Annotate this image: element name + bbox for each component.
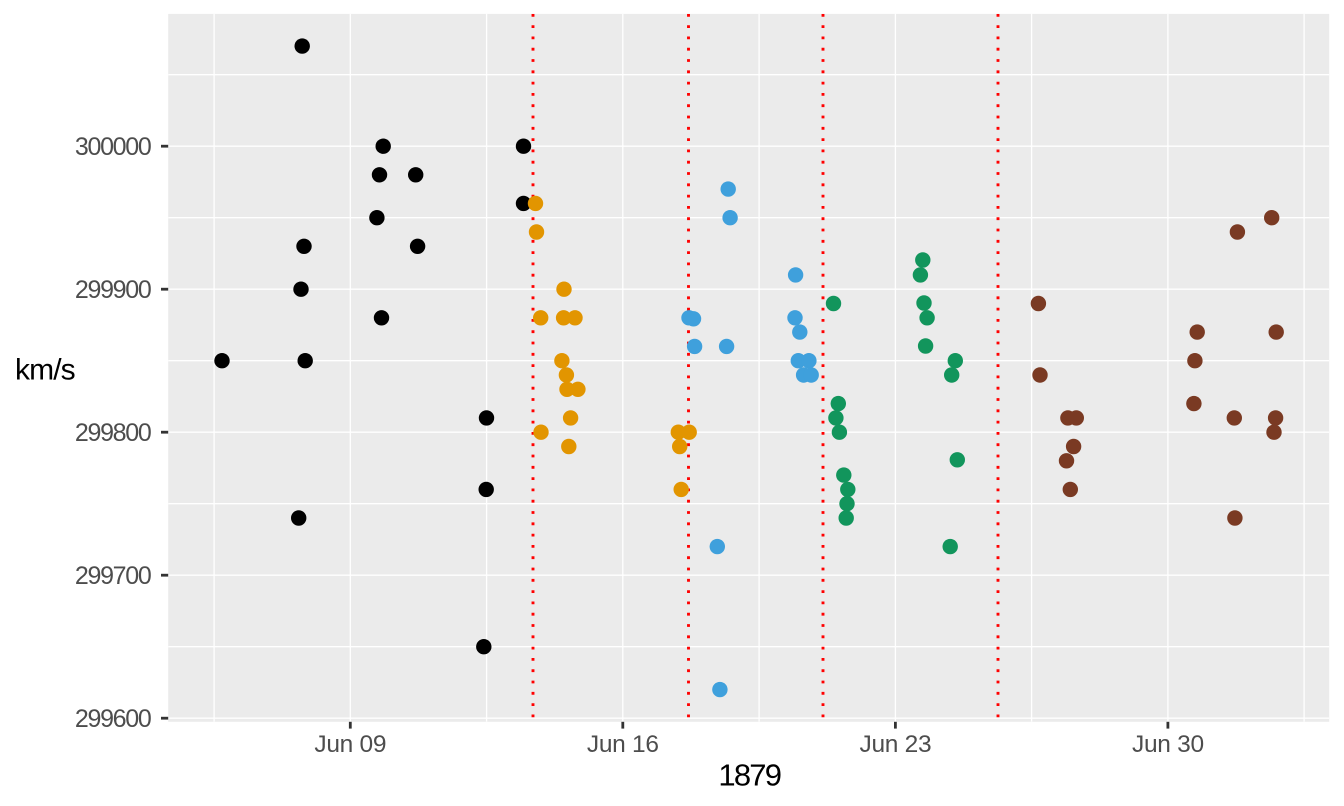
svg-text:Jun 09: Jun 09 xyxy=(314,731,386,758)
svg-text:km/s: km/s xyxy=(15,353,75,386)
svg-text:299900: 299900 xyxy=(75,276,151,304)
svg-text:299700: 299700 xyxy=(75,562,151,590)
svg-text:299800: 299800 xyxy=(75,419,151,447)
svg-text:299600: 299600 xyxy=(75,705,151,733)
svg-text:1879: 1879 xyxy=(718,758,780,793)
svg-text:Jun 16: Jun 16 xyxy=(587,731,659,758)
svg-text:Jun 30: Jun 30 xyxy=(1132,731,1204,758)
svg-text:300000: 300000 xyxy=(75,133,151,161)
svg-text:Jun 23: Jun 23 xyxy=(860,731,932,758)
